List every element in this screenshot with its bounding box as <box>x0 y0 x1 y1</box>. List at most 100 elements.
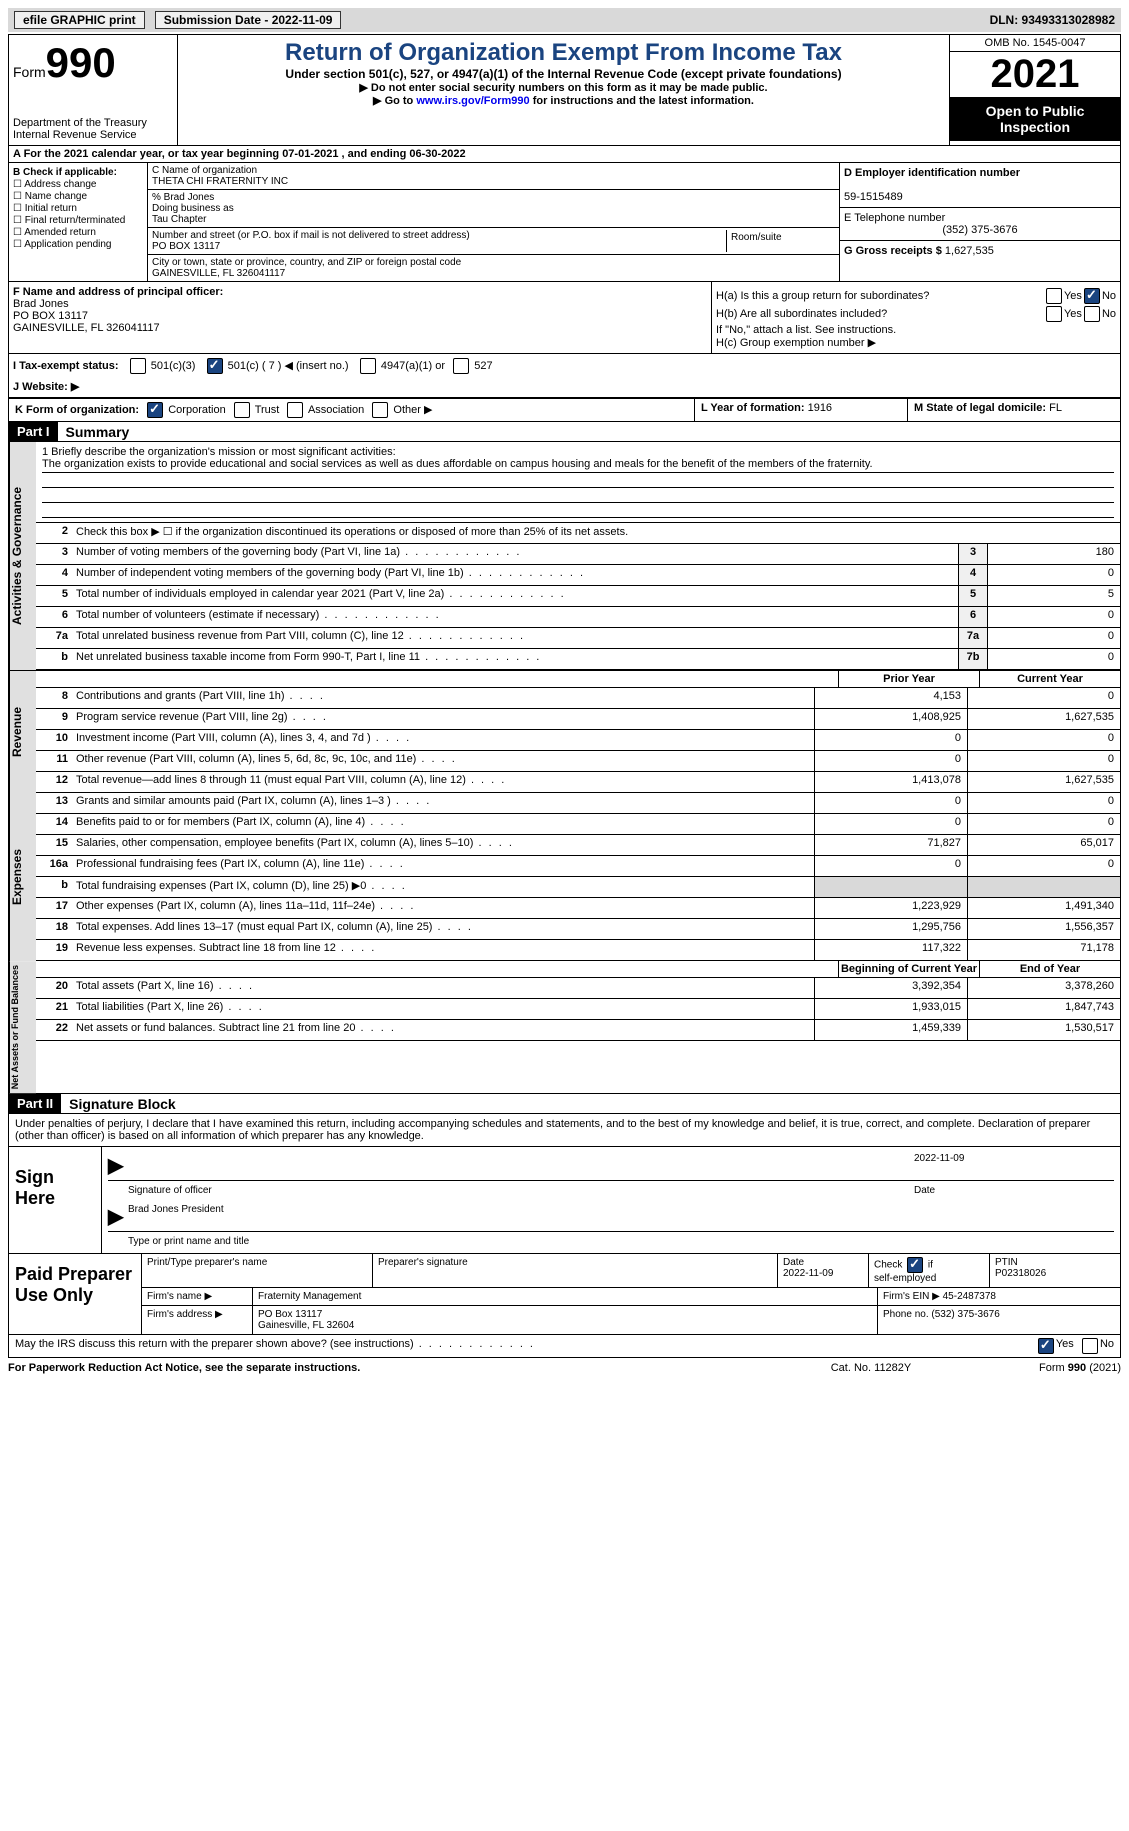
tax-year: 2021 <box>950 52 1120 97</box>
street-label: Number and street (or P.O. box if mail i… <box>152 230 470 241</box>
discuss-no-check[interactable] <box>1082 1338 1098 1354</box>
opt-initial[interactable]: ☐ Initial return <box>13 203 143 214</box>
k-other-check[interactable] <box>372 402 388 418</box>
m-value: FL <box>1049 402 1062 414</box>
table-row: 19Revenue less expenses. Subtract line 1… <box>36 940 1120 961</box>
part1-header-row: Part I Summary <box>8 422 1121 442</box>
firm-addr-label: Firm's address ▶ <box>142 1306 253 1334</box>
table-row: 22Net assets or fund balances. Subtract … <box>36 1020 1120 1041</box>
discuss-question: May the IRS discuss this return with the… <box>15 1338 1036 1354</box>
sign-here-row: Sign Here ▶ 2022-11-09 Signature of offi… <box>8 1147 1121 1254</box>
k-trust-check[interactable] <box>234 402 250 418</box>
i-row: I Tax-exempt status: 501(c)(3) 501(c) ( … <box>9 354 1120 398</box>
instr2-b: for instructions and the latest informat… <box>530 95 754 107</box>
irs-label: Internal Revenue Service <box>13 129 173 141</box>
table-row: 9Program service revenue (Part VIII, lin… <box>36 709 1120 730</box>
sign-here-label: Sign Here <box>9 1147 102 1253</box>
instr2-a: ▶ Go to <box>373 95 416 107</box>
ha-yes-check[interactable] <box>1046 288 1062 304</box>
top-bar: efile GRAPHIC print Submission Date - 20… <box>8 8 1121 32</box>
part2-title: Signature Block <box>61 1096 176 1112</box>
k-label: K Form of organization: <box>15 404 139 416</box>
ptin-label: PTIN <box>995 1257 1018 1268</box>
printed-name-label: Type or print name and title <box>108 1236 1114 1247</box>
part1-badge: Part I <box>9 422 58 441</box>
selfemp-check[interactable] <box>907 1257 923 1273</box>
prep-date-cell: Date 2022-11-09 <box>778 1254 869 1287</box>
officer-sig-field[interactable] <box>128 1153 914 1178</box>
ein-label: D Employer identification number <box>844 167 1020 179</box>
table-row: 10Investment income (Part VIII, column (… <box>36 730 1120 751</box>
revenue-section: Revenue Prior Year Current Year 8Contrib… <box>8 670 1121 793</box>
i-label: I Tax-exempt status: <box>13 360 119 372</box>
receipts-value: 1,627,535 <box>945 245 994 257</box>
fgh-row: F Name and address of principal officer:… <box>8 282 1121 354</box>
ha-no-check[interactable] <box>1084 288 1100 304</box>
ein-cell: D Employer identification number 59-1515… <box>840 163 1120 208</box>
i-501c3-check[interactable] <box>130 358 146 374</box>
k-corp-check[interactable] <box>147 402 163 418</box>
discuss-yes-check[interactable] <box>1038 1338 1054 1354</box>
table-row: 14Benefits paid to or for members (Part … <box>36 814 1120 835</box>
netassets-headers: Beginning of Current Year End of Year <box>36 961 1120 978</box>
table-row: bNet unrelated business taxable income f… <box>36 649 1120 670</box>
phone-label: Phone no. <box>883 1309 929 1320</box>
m-label: M State of legal domicile: <box>914 402 1046 414</box>
form-header: Form990 Department of the Treasury Inter… <box>8 34 1121 146</box>
h-b2-label: If "No," attach a list. See instructions… <box>716 324 1116 336</box>
ptin-value: P02318026 <box>995 1268 1046 1279</box>
i-501c-check[interactable] <box>207 358 223 374</box>
street-cell: Number and street (or P.O. box if mail i… <box>152 230 727 252</box>
line-2: 2 Check this box ▶ ☐ if the organization… <box>36 523 1120 544</box>
header-center: Return of Organization Exempt From Incom… <box>178 35 949 145</box>
prep-ptin-cell: PTIN P02318026 <box>990 1254 1120 1287</box>
governance-body: 1 Briefly describe the organization's mi… <box>36 442 1120 670</box>
i-527-check[interactable] <box>453 358 469 374</box>
opt-address-change[interactable]: ☐ Address change <box>13 179 143 190</box>
hb-yes-check[interactable] <box>1046 306 1062 322</box>
table-row: 17Other expenses (Part IX, column (A), l… <box>36 898 1120 919</box>
opt-pending[interactable]: ☐ Application pending <box>13 239 143 250</box>
firm-addr1: PO Box 13117 <box>258 1309 322 1320</box>
street-row: Number and street (or P.O. box if mail i… <box>148 228 839 255</box>
table-row: 5Total number of individuals employed in… <box>36 586 1120 607</box>
irs-link[interactable]: www.irs.gov/Form990 <box>416 95 529 107</box>
opt-final[interactable]: ☐ Final return/terminated <box>13 215 143 226</box>
expenses-section: Expenses 13Grants and similar amounts pa… <box>8 793 1121 961</box>
officer-street: PO BOX 13117 <box>13 310 88 322</box>
hb-no-check[interactable] <box>1084 306 1100 322</box>
receipts-label: G Gross receipts $ <box>844 245 942 257</box>
efile-button[interactable]: efile GRAPHIC print <box>14 11 145 29</box>
firm-ein-cell: Firm's EIN ▶ 45-2487378 <box>878 1288 1120 1305</box>
header-right: OMB No. 1545-0047 2021 Open to Public In… <box>949 35 1120 145</box>
sig-label: Signature of officer <box>128 1185 914 1196</box>
officer-name: Brad Jones <box>13 298 69 310</box>
k-cell: K Form of organization: Corporation Trus… <box>9 399 695 421</box>
form-footer: Form 990 (2021) <box>971 1362 1121 1374</box>
preparer-body: Print/Type preparer's name Preparer's si… <box>142 1254 1120 1334</box>
opt-name-change[interactable]: ☐ Name change <box>13 191 143 202</box>
part1-title: Summary <box>58 424 130 440</box>
officer-label: F Name and address of principal officer: <box>13 286 223 298</box>
l-cell: L Year of formation: 1916 <box>695 399 908 421</box>
k-assoc-check[interactable] <box>287 402 303 418</box>
dln-label: DLN: 93493313028982 <box>990 13 1115 27</box>
h-b-label: H(b) Are all subordinates included? <box>716 308 1044 320</box>
prior-year-header: Prior Year <box>838 671 979 687</box>
preparer-label: Paid Preparer Use Only <box>9 1254 142 1334</box>
col-de: D Employer identification number 59-1515… <box>839 163 1120 281</box>
table-row: 3Number of voting members of the governi… <box>36 544 1120 565</box>
i-4947-check[interactable] <box>360 358 376 374</box>
part2-badge: Part II <box>9 1094 61 1113</box>
submission-button[interactable]: Submission Date - 2022-11-09 <box>155 11 342 29</box>
dba-label: Doing business as <box>152 203 234 214</box>
prep-sig-label: Preparer's signature <box>373 1254 778 1287</box>
prep-row-3: Firm's address ▶ PO Box 13117 Gainesvill… <box>142 1306 1120 1334</box>
mission-text: The organization exists to provide educa… <box>42 458 1114 473</box>
col-b-header: B Check if applicable: <box>13 167 117 178</box>
revenue-headers: Prior Year Current Year <box>36 671 1120 688</box>
firm-name-label: Firm's name ▶ <box>142 1288 253 1305</box>
expenses-vtab: Expenses <box>9 793 36 961</box>
opt-amended[interactable]: ☐ Amended return <box>13 227 143 238</box>
sig-date: 2022-11-09 <box>914 1153 1114 1178</box>
